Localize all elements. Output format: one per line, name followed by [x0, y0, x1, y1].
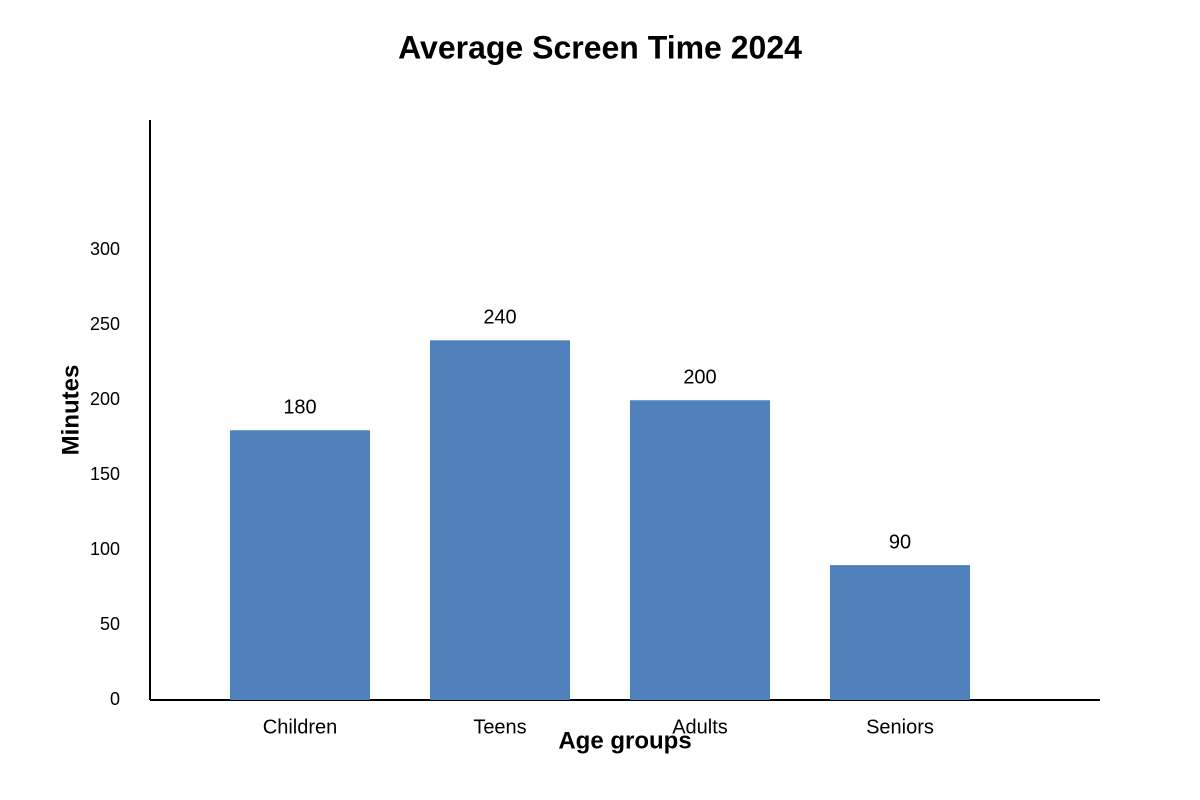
data-label: 90	[889, 531, 911, 553]
y-axis-label: Minutes	[57, 365, 84, 456]
x-tick-label: Teens	[473, 716, 526, 738]
y-tick-label: 200	[90, 389, 120, 409]
y-tick-label: 50	[100, 614, 120, 634]
y-tick-label: 100	[90, 539, 120, 559]
bar	[430, 340, 570, 700]
y-tick-label: 300	[90, 239, 120, 259]
y-tick-label: 250	[90, 314, 120, 334]
x-tick-label: Seniors	[866, 716, 934, 738]
y-tick-label: 0	[110, 689, 120, 709]
bar	[830, 565, 970, 700]
data-label: 240	[483, 307, 516, 329]
data-label: 180	[283, 397, 316, 419]
bar	[230, 430, 370, 700]
x-axis-label: Age groups	[558, 727, 691, 754]
y-tick-label: 150	[90, 464, 120, 484]
data-label: 200	[683, 367, 716, 389]
x-tick-label: Children	[263, 716, 337, 738]
x-tick-label: Adults	[672, 716, 728, 738]
bar	[630, 400, 770, 700]
chart-title: Average Screen Time 2024	[398, 29, 802, 65]
